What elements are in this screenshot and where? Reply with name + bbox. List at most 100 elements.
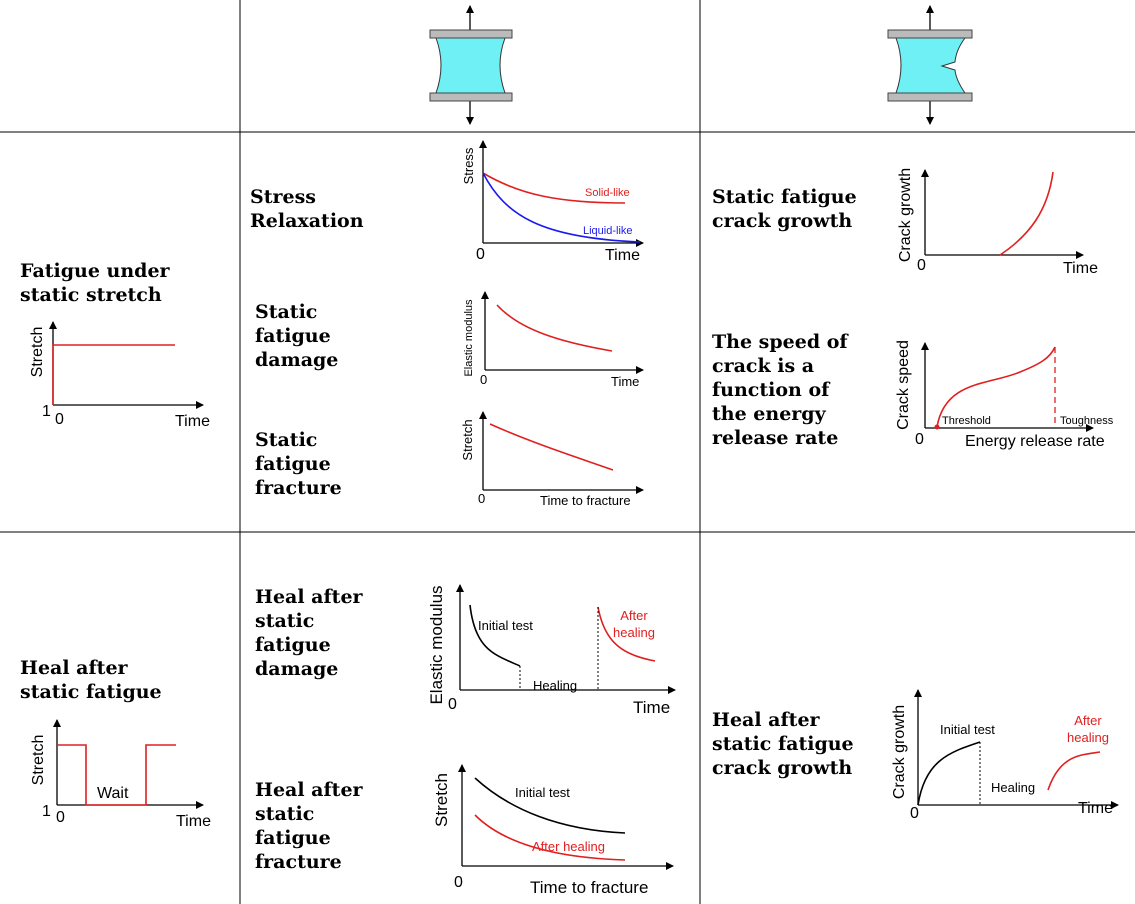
curve-label: Liquid-like (583, 225, 633, 237)
plot: Crack growth 0 Time Initial test Healing… (891, 689, 1119, 822)
axis-label: Crack growth (891, 705, 908, 799)
plot: Stretch 1 0 Time (29, 321, 210, 430)
axis-label: Energy release rate (965, 433, 1105, 450)
specimen-intact (429, 5, 513, 125)
annotation: healing (613, 625, 655, 640)
marker-label: Threshold (942, 415, 991, 427)
heading-line: crack is a (712, 355, 814, 377)
plot: Crack growth 0 Time (897, 168, 1098, 277)
annotation: Healing (533, 678, 577, 693)
axis-label: Time to fracture (540, 493, 631, 508)
heading: Heal after static fatigue damage (255, 586, 369, 680)
axis-label: 0 (476, 246, 485, 263)
axis-label: Time (633, 698, 670, 717)
heading-line: static stretch (20, 284, 162, 306)
heading: Static fatigue damage (255, 301, 338, 371)
axis-label: Stretch (29, 327, 46, 378)
heading-line: Relaxation (250, 210, 364, 232)
annotation: Wait (97, 785, 129, 802)
heading-line: fracture (255, 477, 342, 499)
axis-label: 0 (478, 491, 485, 506)
heading-line: Static fatigue (712, 186, 857, 208)
heading: Static fatigue fracture (255, 429, 342, 499)
axis-label: Elastic modulus (463, 299, 475, 377)
plot: Stretch 0 Time to fracture (460, 411, 644, 508)
axis-label: 1 (42, 803, 51, 820)
heading-line: Static (255, 301, 317, 323)
heading-line: Heal after (20, 657, 129, 679)
heading-line: Heal after (712, 709, 821, 731)
axis-label: 0 (917, 257, 926, 274)
axis-label: 0 (915, 431, 924, 448)
plot: Crack speed 0 Energy release rate Thresh… (895, 340, 1114, 450)
axis-label: Elastic modulus (427, 585, 446, 704)
plot: Elastic modulus 0 Time Initial test Heal… (427, 584, 676, 717)
axis-label: Time (605, 247, 640, 264)
axis-label: Stretch (460, 419, 475, 460)
plot: Stretch 0 Time to fracture Initial test … (432, 764, 674, 897)
heading-line: crack growth (712, 757, 852, 779)
annotation: Initial test (515, 785, 570, 800)
axis-label: 0 (454, 874, 463, 891)
axis-label: Stretch (432, 773, 451, 827)
axis-label: 0 (480, 372, 487, 387)
axis-label: 1 (42, 403, 51, 420)
heading-line: the energy (712, 403, 827, 425)
axis-label: Stress (461, 147, 476, 184)
heading-line: fracture (255, 851, 342, 873)
axis-label: Time (176, 813, 211, 830)
heading-line: fatigue (255, 827, 331, 849)
annotation: After (620, 608, 648, 623)
heading-line: fatigue (255, 453, 331, 475)
axis-label: 0 (55, 411, 64, 428)
heading-line: fatigue (255, 634, 331, 656)
heading: Fatigue under static stretch (20, 260, 176, 306)
curve-label: Solid-like (585, 187, 630, 199)
heading-line: release rate (712, 427, 838, 449)
plot: Stretch 1 0 Time Wait (30, 719, 211, 830)
heading: Stress Relaxation (250, 186, 364, 232)
heading-line: damage (255, 349, 338, 371)
heading-line: crack growth (712, 210, 852, 232)
axis-label: Crack speed (895, 340, 912, 430)
heading: Heal after static fatigue crack growth (712, 709, 860, 779)
heading-line: Heal after (255, 779, 364, 801)
annotation: Initial test (940, 722, 995, 737)
annotation: Healing (991, 780, 1035, 795)
axis-label: Time (175, 413, 210, 430)
axis-label: 0 (56, 809, 65, 826)
heading-line: Heal after (255, 586, 364, 608)
plot: Elastic modulus 0 Time (463, 291, 644, 389)
axis-label: Time to fracture (530, 878, 648, 897)
plot: Stress 0 Time Solid-like Liquid-like (461, 140, 644, 264)
heading: Heal after static fatigue fracture (255, 779, 369, 873)
annotation: After (1074, 713, 1102, 728)
annotation: Initial test (478, 618, 533, 633)
heading: Static fatigue crack growth (712, 186, 863, 232)
heading-line: static fatigue (712, 733, 854, 755)
heading-line: static fatigue (20, 681, 162, 703)
annotation: healing (1067, 730, 1109, 745)
axis-label: Time (611, 374, 639, 389)
specimen-cracked (887, 5, 973, 125)
axis-label: 0 (910, 805, 919, 822)
heading-line: Stress (250, 186, 316, 208)
marker-label: Toughness (1060, 415, 1114, 427)
heading-line: function of (712, 379, 831, 401)
axis-label: Time (1063, 260, 1098, 277)
heading-line: static (255, 610, 314, 632)
axis-label: 0 (448, 696, 457, 713)
heading: The speed of crack is a function of the … (712, 331, 854, 449)
heading-line: The speed of (712, 331, 849, 353)
heading-line: Fatigue under (20, 260, 171, 282)
annotation: After healing (532, 839, 605, 854)
heading: Heal after static fatigue (20, 657, 162, 703)
axis-label: Crack growth (897, 168, 914, 262)
heading-line: static (255, 803, 314, 825)
axis-label: Time (1078, 800, 1113, 817)
heading-line: fatigue (255, 325, 331, 347)
heading-line: Static (255, 429, 317, 451)
heading-line: damage (255, 658, 338, 680)
axis-label: Stretch (30, 735, 47, 786)
